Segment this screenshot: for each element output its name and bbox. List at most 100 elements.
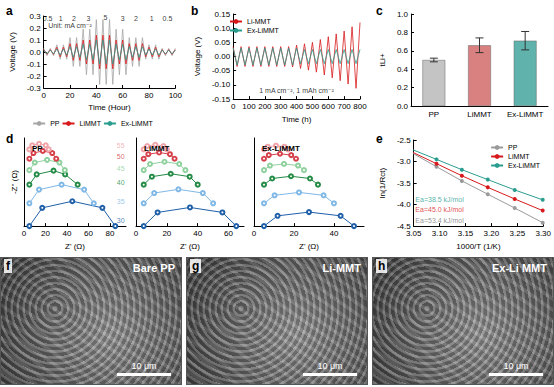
svg-text:Ex-LiMMT: Ex-LiMMT xyxy=(247,27,280,34)
svg-text:Ea=38.5 kJ/mol: Ea=38.5 kJ/mol xyxy=(415,196,464,203)
svg-text:Voltage (V): Voltage (V) xyxy=(8,32,17,72)
svg-text:Ex-LiMMT: Ex-LiMMT xyxy=(507,110,544,119)
svg-text:20: 20 xyxy=(41,229,50,238)
svg-text:tLi+: tLi+ xyxy=(378,53,387,66)
svg-text:PP: PP xyxy=(32,144,43,153)
svg-text:3.10: 3.10 xyxy=(432,229,448,238)
svg-text:-0.3: -0.3 xyxy=(27,84,41,93)
svg-text:3: 3 xyxy=(86,15,90,22)
svg-text:20: 20 xyxy=(162,229,171,238)
svg-text:-Z'' (Ω): -Z'' (Ω) xyxy=(10,170,19,194)
svg-text:200: 200 xyxy=(258,102,272,111)
svg-text:PP: PP xyxy=(508,144,518,151)
svg-text:100: 100 xyxy=(169,91,183,100)
svg-text:0.05: 0.05 xyxy=(215,38,231,47)
svg-text:60: 60 xyxy=(118,91,127,100)
svg-text:Unit: mA cm⁻²: Unit: mA cm⁻² xyxy=(48,22,92,29)
svg-text:0.10: 0.10 xyxy=(215,24,231,33)
svg-text:-0.10: -0.10 xyxy=(212,80,231,89)
svg-text:2: 2 xyxy=(72,15,76,22)
svg-text:0.1: 0.1 xyxy=(30,36,42,45)
svg-text:Z' (Ω): Z' (Ω) xyxy=(180,242,200,251)
svg-text:80: 80 xyxy=(145,91,154,100)
svg-text:-3.5: -3.5 xyxy=(397,179,411,188)
svg-text:1000/T (1/K): 1000/T (1/K) xyxy=(456,242,501,251)
svg-text:20: 20 xyxy=(290,229,299,238)
svg-text:-3.0: -3.0 xyxy=(397,157,411,166)
svg-text:b: b xyxy=(191,4,198,18)
svg-text:40: 40 xyxy=(330,229,339,238)
svg-text:0: 0 xyxy=(134,229,139,238)
svg-text:2: 2 xyxy=(134,15,138,22)
svg-text:Time (h): Time (h) xyxy=(282,115,312,124)
svg-text:e: e xyxy=(376,132,383,146)
svg-text:3.15: 3.15 xyxy=(458,229,474,238)
svg-text:Ea=45.0 kJ/mol: Ea=45.0 kJ/mol xyxy=(415,206,464,213)
svg-text:Time (Hour): Time (Hour) xyxy=(88,103,131,112)
svg-text:LiMMT: LiMMT xyxy=(508,153,530,160)
svg-text:-4.0: -4.0 xyxy=(397,200,411,209)
svg-text:5: 5 xyxy=(104,14,108,21)
svg-text:ln(1/Rct): ln(1/Rct) xyxy=(378,168,387,199)
svg-text:0: 0 xyxy=(41,91,46,100)
svg-text:0.8: 0.8 xyxy=(397,28,409,37)
svg-text:0.3: 0.3 xyxy=(30,12,42,21)
svg-text:3: 3 xyxy=(121,15,125,22)
svg-text:PP: PP xyxy=(429,110,440,119)
svg-text:3.05: 3.05 xyxy=(406,229,422,238)
svg-text:3.20: 3.20 xyxy=(484,229,500,238)
svg-text:1.0: 1.0 xyxy=(397,10,409,19)
svg-text:300: 300 xyxy=(274,102,288,111)
svg-text:PP: PP xyxy=(50,120,60,127)
svg-text:0.6: 0.6 xyxy=(397,46,409,55)
svg-text:60: 60 xyxy=(224,229,233,238)
svg-text:0.5: 0.5 xyxy=(43,15,53,22)
svg-text:1 mA cm⁻², 1 mAh cm⁻²: 1 mA cm⁻², 1 mAh cm⁻² xyxy=(259,87,334,94)
svg-text:Voltage (V): Voltage (V) xyxy=(193,36,202,76)
svg-text:Z' (Ω): Z' (Ω) xyxy=(65,242,85,251)
svg-text:35: 35 xyxy=(117,198,125,205)
svg-text:-2.5: -2.5 xyxy=(397,136,411,145)
svg-text:400: 400 xyxy=(290,102,304,111)
svg-text:100: 100 xyxy=(242,102,256,111)
svg-text:500: 500 xyxy=(306,102,320,111)
svg-text:3.30: 3.30 xyxy=(535,229,551,238)
svg-text:60: 60 xyxy=(84,229,93,238)
svg-text:Ex-LiMMT: Ex-LiMMT xyxy=(262,144,300,153)
svg-text:0: 0 xyxy=(231,102,236,111)
svg-text:Z' (Ω): Z' (Ω) xyxy=(299,242,319,251)
svg-text:LiMMT: LiMMT xyxy=(144,144,169,153)
svg-text:40: 40 xyxy=(117,179,125,186)
svg-text:0.4: 0.4 xyxy=(397,65,409,74)
svg-text:0.5: 0.5 xyxy=(163,15,173,22)
svg-text:c: c xyxy=(376,4,383,18)
svg-text:80: 80 xyxy=(105,229,114,238)
svg-text:-0.2: -0.2 xyxy=(27,72,41,81)
svg-text:0.0: 0.0 xyxy=(397,102,409,111)
svg-text:50: 50 xyxy=(117,153,125,160)
svg-text:Ex-LiMMT: Ex-LiMMT xyxy=(121,120,154,127)
svg-text:1: 1 xyxy=(150,15,154,22)
svg-text:Ex-LiMMT: Ex-LiMMT xyxy=(508,162,541,169)
svg-text:1: 1 xyxy=(59,15,63,22)
svg-text:-0.1: -0.1 xyxy=(27,60,41,69)
svg-text:40: 40 xyxy=(92,91,101,100)
svg-text:800: 800 xyxy=(353,102,367,111)
svg-text:0.2: 0.2 xyxy=(397,83,409,92)
svg-text:0.2: 0.2 xyxy=(30,24,42,33)
svg-text:-0.05: -0.05 xyxy=(212,66,231,75)
svg-text:-0.15: -0.15 xyxy=(212,95,231,104)
svg-text:40: 40 xyxy=(62,229,71,238)
svg-text:30: 30 xyxy=(117,217,125,224)
svg-text:3.25: 3.25 xyxy=(510,229,526,238)
svg-text:0: 0 xyxy=(22,229,27,238)
svg-text:40: 40 xyxy=(193,229,202,238)
svg-text:0.15: 0.15 xyxy=(215,10,231,19)
svg-text:700: 700 xyxy=(337,102,351,111)
svg-text:a: a xyxy=(6,4,13,18)
svg-text:0.00: 0.00 xyxy=(215,52,231,61)
svg-text:LiMMT: LiMMT xyxy=(80,120,102,127)
svg-text:600: 600 xyxy=(322,102,336,111)
svg-text:LiMMT: LiMMT xyxy=(467,110,492,119)
svg-text:Ea=53.4 kJ/mol: Ea=53.4 kJ/mol xyxy=(415,217,464,224)
